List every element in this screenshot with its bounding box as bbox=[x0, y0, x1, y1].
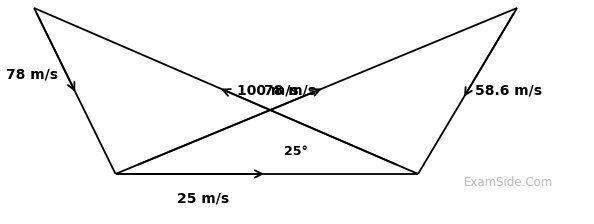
Text: 100 m/s: 100 m/s bbox=[237, 84, 299, 98]
Text: 25°: 25° bbox=[285, 145, 308, 158]
Text: ExamSide.Com: ExamSide.Com bbox=[464, 176, 553, 189]
Text: 78 m/s: 78 m/s bbox=[6, 67, 58, 81]
Text: 58.6 m/s: 58.6 m/s bbox=[475, 84, 542, 98]
Text: 78 m/s: 78 m/s bbox=[264, 84, 315, 98]
Text: 25 m/s: 25 m/s bbox=[177, 191, 229, 205]
